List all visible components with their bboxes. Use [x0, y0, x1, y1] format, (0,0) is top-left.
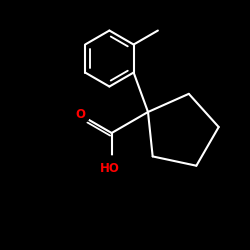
- Text: O: O: [76, 108, 86, 122]
- Circle shape: [99, 156, 125, 182]
- Circle shape: [72, 106, 90, 124]
- Text: HO: HO: [100, 162, 119, 175]
